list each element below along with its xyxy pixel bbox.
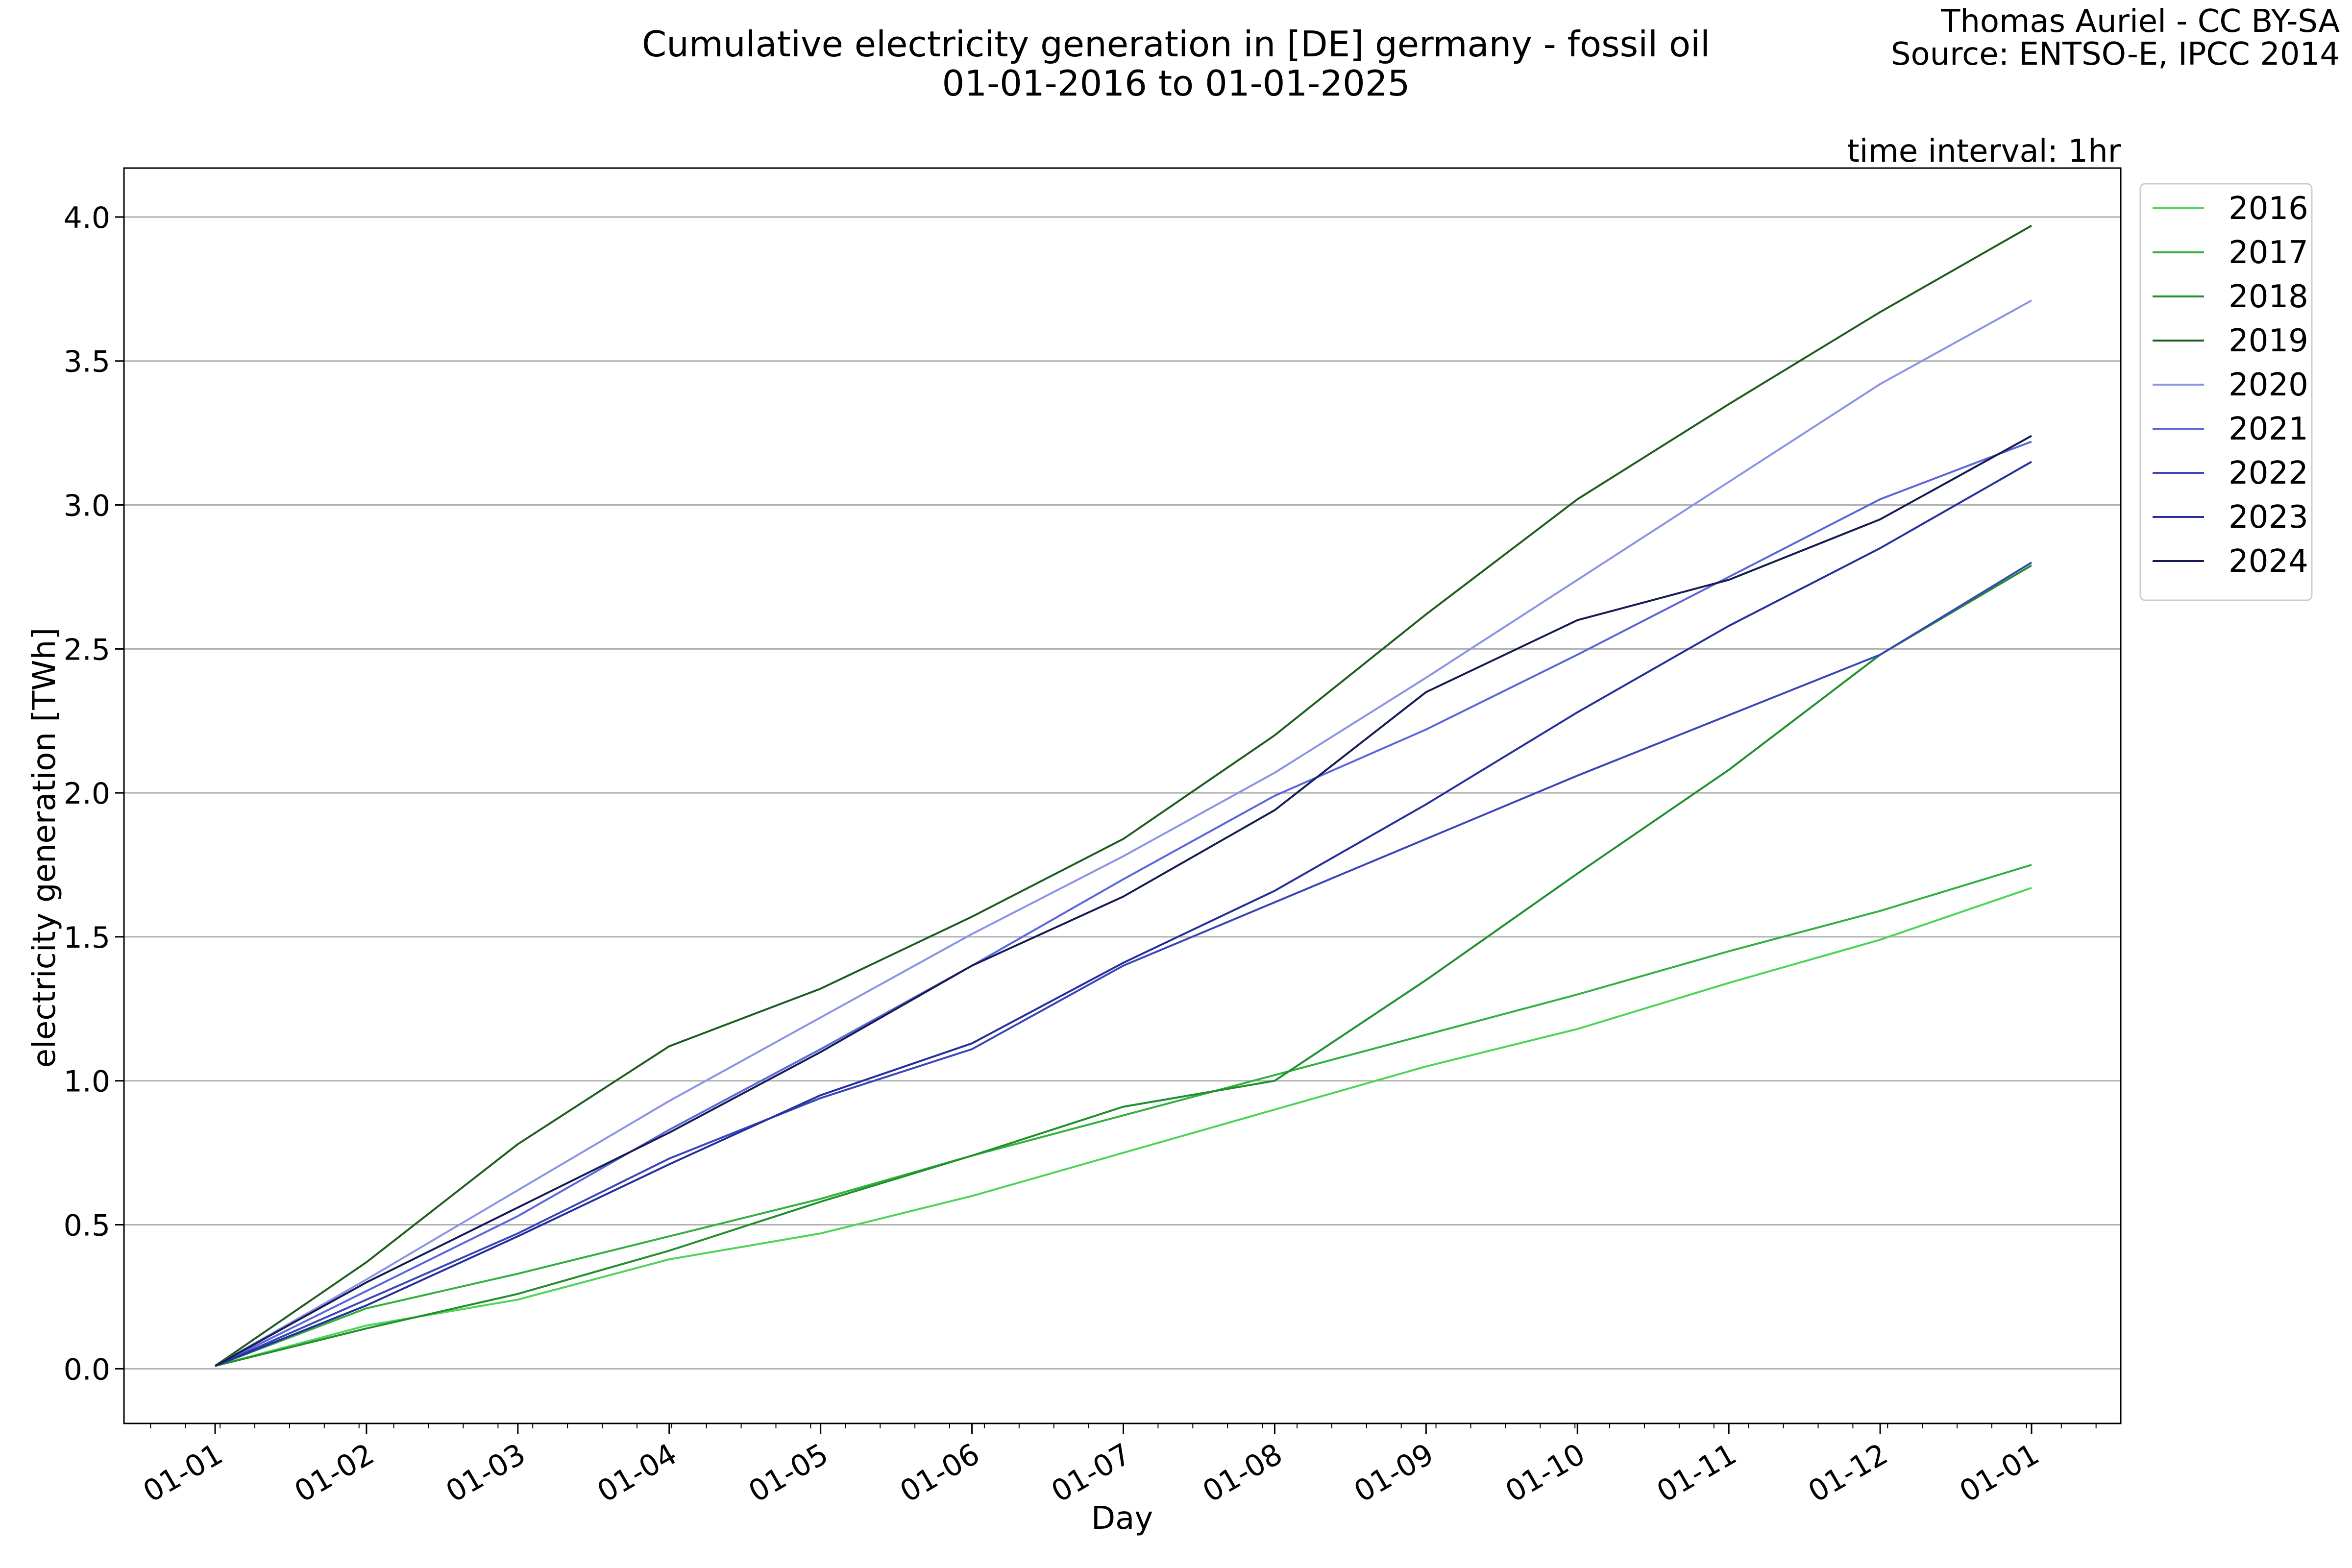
time-interval-annotation: time interval: 1hr <box>1847 133 2121 170</box>
legend-label-2019: 2019 <box>2229 323 2308 359</box>
y-tick-label: 2.5 <box>64 633 110 667</box>
y-gridlines <box>124 216 2121 1370</box>
x-tick-label: 01-01 <box>1954 1437 2045 1509</box>
legend-label-2020: 2020 <box>2229 367 2308 403</box>
x-tick-label: 01-05 <box>743 1437 834 1509</box>
x-tick-label: 01-01 <box>138 1437 229 1509</box>
x-axis-ticks: 01-01 01-02 01-03 01-04 01-05 01-06 01-07 01-08… <box>138 1423 2097 1509</box>
y-tick-label: 1.5 <box>64 921 110 955</box>
x-tick-label: 01-07 <box>1046 1437 1137 1509</box>
series-line-2021 <box>215 441 2032 1367</box>
x-tick-label: 01-11 <box>1651 1437 1742 1509</box>
legend-box <box>2139 183 2313 601</box>
series-line-2020 <box>215 299 2032 1367</box>
series-line-2022 <box>215 562 2033 1367</box>
series-line-2024 <box>215 435 2032 1367</box>
x-tick-label: 01-09 <box>1348 1437 1440 1509</box>
legend-label-2023: 2023 <box>2229 499 2308 536</box>
series-line-2019 <box>214 224 2032 1367</box>
legend: 2016 2017 2018 2019 2020 2021 2022 2023 2024 <box>2139 183 2313 601</box>
series-line-2017 <box>215 864 2032 1367</box>
legend-label-2018: 2018 <box>2229 279 2308 315</box>
x-tick-label: 01-10 <box>1500 1437 1591 1509</box>
legend-label-2016: 2016 <box>2229 191 2308 227</box>
y-tick-label: 2.0 <box>64 777 110 811</box>
y-axis-label: electricity generation [TWh] <box>26 628 63 1068</box>
series-lines <box>214 224 2033 1367</box>
series-line-2018 <box>215 564 2033 1367</box>
credit-author: Thomas Auriel - CC BY-SA <box>1940 3 2340 40</box>
x-tick-label: 01-06 <box>894 1437 985 1509</box>
x-tick-label: 01-02 <box>289 1437 380 1509</box>
legend-label-2017: 2017 <box>2229 235 2308 271</box>
x-axis-label: Day <box>1091 1500 1153 1537</box>
y-tick-label: 3.5 <box>64 345 110 379</box>
plot-area <box>123 167 2122 1424</box>
series-line-2016 <box>215 887 2032 1367</box>
y-tick-label: 4.0 <box>64 201 110 235</box>
credit-source: Source: ENTSO-E, IPCC 2014 <box>1891 36 2340 73</box>
y-tick-label: 0.0 <box>64 1352 110 1387</box>
y-axis-ticks: 0.0 0.5 1.0 1.5 2.0 2.5 3.0 3.5 4.0 <box>64 201 124 1387</box>
chart-title: Cumulative electricity generation in [DE… <box>642 24 1710 65</box>
x-tick-label: 01-12 <box>1803 1437 1894 1509</box>
legend-label-2022: 2022 <box>2229 455 2308 491</box>
y-tick-label: 0.5 <box>64 1209 110 1243</box>
series-line-2023 <box>215 461 2032 1367</box>
legend-label-2021: 2021 <box>2229 411 2308 447</box>
legend-label-2024: 2024 <box>2229 543 2308 580</box>
x-tick-label: 01-08 <box>1197 1437 1288 1509</box>
x-tick-label: 01-04 <box>591 1437 683 1509</box>
x-tick-label: 01-03 <box>440 1437 531 1509</box>
y-tick-label: 3.0 <box>64 489 110 523</box>
chart-subtitle: 01-01-2016 to 01-01-2025 <box>942 63 1410 104</box>
y-tick-label: 1.0 <box>64 1065 110 1099</box>
